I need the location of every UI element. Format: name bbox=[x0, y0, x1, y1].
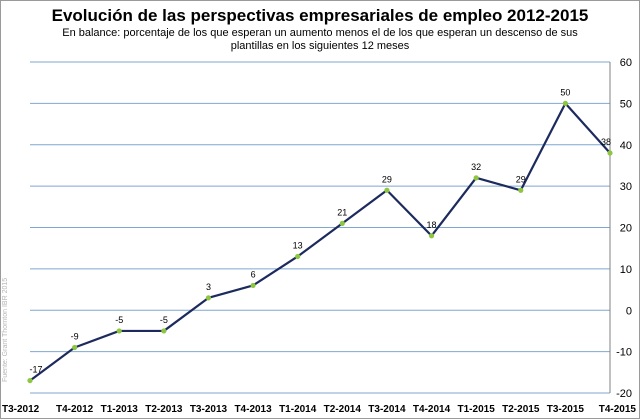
data-label: 50 bbox=[560, 87, 570, 97]
y-tick-label: 30 bbox=[620, 181, 632, 193]
chart-subtitle: En balance: porcentaje de los que espera… bbox=[60, 27, 580, 53]
y-tick-label: -10 bbox=[616, 347, 632, 359]
y-tick-label: 10 bbox=[620, 264, 632, 276]
subtitle-line-1: En balance: porcentaje de los que espera… bbox=[62, 27, 578, 39]
data-point bbox=[339, 220, 345, 226]
x-tick-label: T1-2014 bbox=[279, 404, 317, 415]
y-tick-label: 40 bbox=[620, 140, 632, 152]
data-point bbox=[205, 295, 212, 301]
x-tick-label: T3-2015 bbox=[547, 404, 585, 415]
data-label: -5 bbox=[160, 315, 168, 325]
y-tick-label: 20 bbox=[620, 223, 632, 235]
subtitle-line-2: plantillas en los siguientes 12 meses bbox=[230, 40, 410, 52]
data-point bbox=[518, 187, 524, 193]
data-label: 13 bbox=[293, 240, 303, 250]
x-tick-label: T3-2014 bbox=[368, 404, 406, 415]
data-label: -9 bbox=[71, 331, 79, 341]
y-tick-label: 50 bbox=[620, 98, 632, 110]
x-tick-label: T4-2012 bbox=[56, 404, 94, 415]
data-point bbox=[295, 253, 301, 260]
series-line bbox=[29, 102, 611, 382]
x-tick-label: T2-2013 bbox=[145, 404, 183, 415]
y-tick-label: 0 bbox=[626, 305, 632, 317]
data-point bbox=[607, 150, 613, 156]
data-point bbox=[116, 328, 122, 334]
data-label: 3 bbox=[206, 282, 211, 292]
data-label: -5 bbox=[115, 315, 123, 325]
x-tick-label: T1-2013 bbox=[101, 404, 139, 415]
data-point bbox=[27, 377, 33, 384]
data-point bbox=[250, 282, 256, 289]
x-tick-label: T3-2012 bbox=[2, 404, 40, 415]
data-label: 38 bbox=[601, 137, 611, 147]
data-label: 18 bbox=[427, 220, 437, 230]
chart-title: Evolución de las perspectivas empresaria… bbox=[51, 6, 589, 25]
data-point bbox=[562, 100, 568, 106]
x-tick-label: T2-2015 bbox=[502, 404, 540, 415]
x-tick-label: T1-2015 bbox=[458, 404, 496, 415]
data-point bbox=[473, 175, 479, 181]
data-point bbox=[384, 187, 390, 193]
data-label: 6 bbox=[251, 269, 256, 279]
data-point bbox=[72, 344, 78, 351]
y-tick-label: 60 bbox=[620, 57, 632, 69]
data-label: -17 bbox=[29, 365, 42, 375]
data-label: 32 bbox=[471, 162, 481, 172]
x-tick-label: T3-2013 bbox=[190, 404, 228, 415]
x-tick-label: T2-2014 bbox=[324, 404, 362, 415]
x-tick-label: T4-2015 bbox=[599, 404, 637, 415]
data-label: 29 bbox=[382, 174, 392, 184]
data-label: 21 bbox=[337, 207, 347, 217]
data-point bbox=[428, 233, 435, 239]
data-point bbox=[161, 328, 167, 334]
x-tick-label: T4-2013 bbox=[234, 404, 272, 415]
y-tick-label: -20 bbox=[616, 388, 632, 400]
x-tick-label: T4-2014 bbox=[413, 404, 451, 415]
data-label: 29 bbox=[516, 174, 526, 184]
